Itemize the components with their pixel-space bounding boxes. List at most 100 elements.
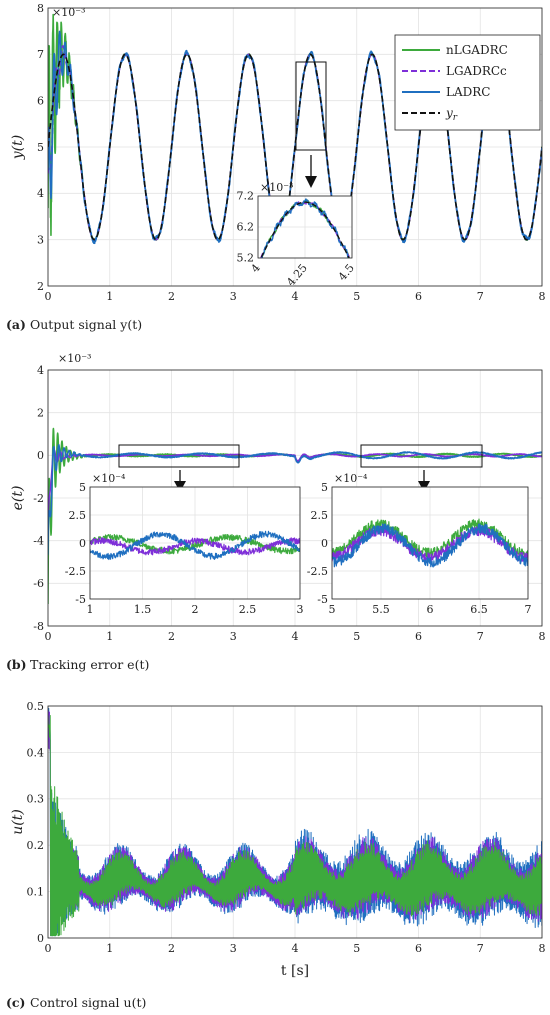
panel-b-caption-prefix: (b) xyxy=(6,657,27,672)
panel-a-xtick-label: 6 xyxy=(415,290,422,303)
inset-b2-series-b xyxy=(332,523,528,568)
panel-a-xtick-label: 3 xyxy=(230,290,237,303)
panel-a-ytick-label: 8 xyxy=(37,2,44,15)
panel-a-ytick-label: 6 xyxy=(37,95,44,108)
panel-a-zoom-box xyxy=(295,61,327,151)
panel-b-ytick-label: -6 xyxy=(33,577,44,590)
panel-c-caption: Control signal u(t) xyxy=(30,995,146,1010)
panel-b-xtick-label: 0 xyxy=(45,630,52,643)
panel-a-inset: 4 4.25 4.55.26.27.2 ×10⁻³ xyxy=(237,181,357,289)
panel-c-xlabel: t [s] xyxy=(281,963,309,979)
panel-c-ytick-label: 0.4 xyxy=(27,746,45,759)
inset-b1-series xyxy=(90,530,300,561)
series-yr-line xyxy=(48,53,542,241)
inset-b1-xtick-label: 3 xyxy=(297,603,304,616)
inset-b2-ytick-label: 0 xyxy=(321,537,328,550)
inset-a-ytick-label: 5.2 xyxy=(237,252,255,265)
panel-b-ytick-label: 4 xyxy=(37,364,44,377)
inset-b1-xtick-label: 1 xyxy=(87,603,94,616)
inset-b1-series-b xyxy=(90,530,300,561)
panel-c-xtick-label: 0 xyxy=(45,942,52,955)
panel-c-ytick-label: 0 xyxy=(37,932,44,945)
inset-b2-y-exponent: ×10⁻⁴ xyxy=(334,472,368,485)
inset-b2-xtick-label: 5 xyxy=(329,603,336,616)
inset-b1-ytick-label: 0 xyxy=(79,537,86,550)
panel-c-caption-prefix: (c) xyxy=(6,995,25,1010)
inset-a-y-exponent: ×10⁻³ xyxy=(260,181,293,194)
inset-b1-ytick-label: 2.5 xyxy=(69,509,87,522)
inset-b2-ytick-label: 2.5 xyxy=(311,509,329,522)
panel-b-zoom-box-1 xyxy=(118,444,240,468)
panel-c-xtick-label: 6 xyxy=(415,942,422,955)
inset-b2-ytick-label: -2.5 xyxy=(307,565,328,578)
panel-a-y-exponent: ×10⁻³ xyxy=(52,6,85,19)
inset-b1-axes-box xyxy=(89,486,301,600)
panel-b-ytick-label: -4 xyxy=(33,535,44,548)
panel-a-xtick-label: 7 xyxy=(477,290,484,303)
panel-a-ytick-label: 3 xyxy=(37,234,44,247)
inset-a-ytick-label: 6.2 xyxy=(237,221,255,234)
panel-c-xtick-label: 4 xyxy=(292,942,299,955)
panel-a-xtick-label: 1 xyxy=(106,290,113,303)
panel-a-caption: Output signal y(t) xyxy=(30,317,142,332)
inset-b1-xtick-label: 2.5 xyxy=(239,603,257,616)
inset-b1-xtick-label: 1.5 xyxy=(134,603,152,616)
inset-b1-series-p xyxy=(90,537,300,556)
panel-b-zoom-arrow-2-head xyxy=(418,481,430,492)
panel-a-xtick-label: 4 xyxy=(292,290,299,303)
panel-b-xtick-label: 2 xyxy=(168,630,175,643)
panel-b-xtick-label: 4 xyxy=(292,630,299,643)
panel-c: 0 1 2 3 4 5 6 7 8 0 0.1 0.2 0.3 0.4 0.5 u(t) t [s] (c)… xyxy=(6,700,546,1010)
inset-b2-xtick-label: 6 xyxy=(427,603,434,616)
panel-b-xtick-label: 8 xyxy=(539,630,546,643)
panel-b-series xyxy=(48,427,542,605)
panel-b-xtick-label: 7 xyxy=(477,630,484,643)
panel-b-xtick-label: 3 xyxy=(230,630,237,643)
legend-label-lgadrcc: LGADRCc xyxy=(446,64,507,78)
inset-b1-ytick-label: 5 xyxy=(79,481,86,494)
inset-b2-xtick-label: 5.5 xyxy=(372,603,390,616)
panel-b-ytick-label: -8 xyxy=(33,620,44,633)
inset-b1-y-exponent: ×10⁻⁴ xyxy=(92,472,126,485)
panel-c-xtick-label: 3 xyxy=(230,942,237,955)
inset-a-series xyxy=(260,198,351,258)
panel-b-series-b xyxy=(48,444,542,555)
panel-c-ytick-label: 0.2 xyxy=(27,839,45,852)
panel-c-ytick-label: 0.1 xyxy=(27,885,45,898)
inset-b2-ytick-label: 5 xyxy=(321,481,328,494)
panel-b-ytick-label: 2 xyxy=(37,407,44,420)
panel-c-series xyxy=(48,707,542,937)
panel-a-ticks: 0 1 2 3 4 5 6 7 8 2 3 4 5 6 7 8 xyxy=(37,2,546,303)
inset-b1-xtick-label: 2 xyxy=(192,603,199,616)
panel-b-y-exponent: ×10⁻³ xyxy=(58,352,91,365)
panel-a-xtick-label: 5 xyxy=(353,290,360,303)
panel-a-series xyxy=(48,13,542,245)
panel-b-xtick-label: 5 xyxy=(353,630,360,643)
inset-b2-xtick-label: 6.5 xyxy=(470,603,488,616)
panel-b-axes-box xyxy=(47,369,543,627)
inset-b1-ytick-label: -5 xyxy=(75,593,86,606)
panel-c-axes-box xyxy=(47,705,543,939)
panel-b-inset-2: 5 5.5 6 6.5 7 -5 -2.5 0 2.5 5 ×10⁻⁴ xyxy=(307,472,532,616)
panel-b-inset-1: 1 1.5 2 2.5 3 -5 -2.5 0 2.5 5 ×10⁻⁴ xyxy=(65,472,304,616)
inset-b2-xtick-label: 7 xyxy=(525,603,532,616)
panel-c-series-g xyxy=(48,715,542,937)
panel-c-xtick-label: 5 xyxy=(353,942,360,955)
panel-a-xtick-label: 8 xyxy=(539,290,546,303)
panel-c-ylabel: u(t) xyxy=(10,809,26,835)
panel-b-ticks: 0 1 2 3 4 5 6 7 8 -8 -6 -4 -2 0 2 4 xyxy=(33,364,545,643)
panel-a-xtick-label: 2 xyxy=(168,290,175,303)
panel-b-ytick-label: 0 xyxy=(37,449,44,462)
panel-b-zoom-box-2 xyxy=(360,444,483,468)
inset-b2-series xyxy=(332,518,528,568)
panel-a-ytick-label: 7 xyxy=(37,48,44,61)
inset-b2-ytick-label: -5 xyxy=(317,593,328,606)
panel-a-ylabel: y(t) xyxy=(10,135,26,160)
panel-c-xtick-label: 7 xyxy=(477,942,484,955)
panel-b-zoom-arrow-1-head xyxy=(174,481,186,492)
inset-a-axes-box xyxy=(257,195,353,259)
panel-b-caption: Tracking error e(t) xyxy=(30,657,149,672)
inset-b1-ticks: 1 1.5 2 2.5 3 -5 -2.5 0 2.5 5 xyxy=(65,481,304,616)
legend-label-nlgadrc: nLGADRC xyxy=(446,43,508,57)
